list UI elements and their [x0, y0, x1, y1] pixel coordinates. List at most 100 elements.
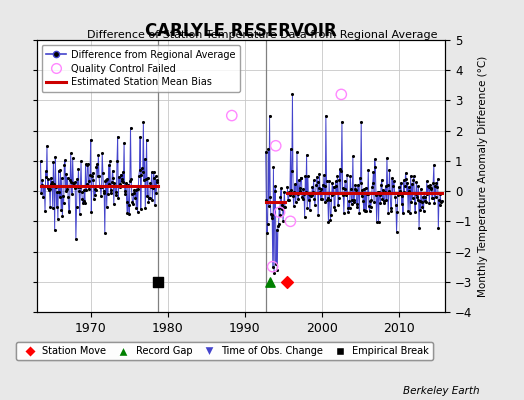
Point	[267, 211, 275, 217]
Point	[73, 184, 82, 190]
Point	[48, 179, 56, 185]
Point	[143, 136, 151, 143]
Point	[46, 186, 54, 193]
Point	[154, 278, 162, 285]
Point	[428, 195, 436, 201]
Point	[60, 162, 69, 168]
Point	[417, 186, 425, 192]
Point	[359, 198, 367, 204]
Point	[39, 194, 47, 201]
Point	[134, 186, 143, 192]
Point	[44, 176, 52, 182]
Point	[365, 203, 373, 209]
Point	[368, 180, 377, 186]
Point	[139, 118, 148, 125]
Point	[328, 180, 336, 186]
Point	[79, 200, 87, 206]
Point	[435, 197, 443, 204]
Point	[111, 182, 119, 189]
Point	[332, 183, 341, 190]
Point	[312, 182, 320, 188]
Point	[270, 188, 279, 194]
Point	[298, 194, 307, 200]
Title: CARLYLE RESERVOIR: CARLYLE RESERVOIR	[145, 22, 337, 40]
Point	[74, 166, 83, 172]
Point	[413, 194, 421, 200]
Point	[401, 183, 409, 190]
Point	[432, 194, 440, 200]
Point	[119, 179, 128, 185]
Point	[38, 182, 46, 189]
Point	[321, 199, 330, 205]
Point	[87, 208, 95, 215]
Point	[387, 208, 396, 214]
Point	[103, 176, 112, 182]
Point	[346, 172, 354, 179]
Point	[43, 185, 52, 192]
Point	[372, 192, 380, 198]
Point	[411, 209, 419, 215]
Point	[398, 193, 407, 200]
Point	[49, 205, 57, 211]
Point	[78, 196, 86, 202]
Point	[131, 195, 139, 201]
Point	[364, 191, 372, 198]
Point	[348, 197, 356, 204]
Point	[132, 205, 140, 212]
Point	[115, 174, 123, 180]
Point	[390, 178, 398, 184]
Point	[424, 183, 433, 190]
Point	[323, 197, 331, 203]
Point	[136, 134, 144, 140]
Point	[354, 190, 363, 196]
Point	[337, 91, 345, 98]
Point	[84, 186, 93, 192]
Point	[294, 196, 302, 202]
Point	[364, 167, 373, 173]
Point	[410, 173, 418, 179]
Point	[129, 201, 137, 207]
Point	[100, 188, 108, 194]
Point	[356, 174, 364, 181]
Point	[101, 177, 110, 184]
Point	[311, 190, 320, 196]
Point	[291, 199, 300, 205]
Point	[46, 204, 54, 210]
Point	[41, 208, 49, 215]
Point	[77, 158, 85, 164]
Point	[316, 189, 324, 195]
Point	[58, 213, 67, 219]
Point	[125, 211, 134, 218]
Point	[126, 177, 134, 184]
Point	[339, 192, 347, 198]
Point	[421, 194, 430, 201]
Point	[330, 204, 339, 210]
Point	[115, 181, 124, 187]
Point	[300, 191, 308, 198]
Point	[333, 173, 342, 180]
Point	[96, 184, 104, 190]
Point	[296, 184, 304, 191]
Point	[433, 184, 441, 190]
Point	[407, 198, 416, 205]
Point	[80, 198, 88, 204]
Point	[345, 198, 353, 204]
Point	[286, 192, 294, 198]
Point	[408, 181, 416, 187]
Point	[292, 190, 300, 196]
Point	[426, 182, 434, 188]
Point	[381, 183, 390, 189]
Point	[288, 167, 296, 174]
Point	[367, 197, 376, 203]
Point	[408, 195, 417, 201]
Point	[318, 196, 326, 202]
Point	[421, 198, 429, 204]
Point	[78, 188, 86, 195]
Point	[296, 188, 304, 194]
Point	[310, 177, 318, 184]
Point	[72, 236, 80, 243]
Point	[311, 202, 319, 208]
Point	[396, 187, 405, 194]
Point	[50, 227, 59, 234]
Point	[405, 188, 413, 194]
